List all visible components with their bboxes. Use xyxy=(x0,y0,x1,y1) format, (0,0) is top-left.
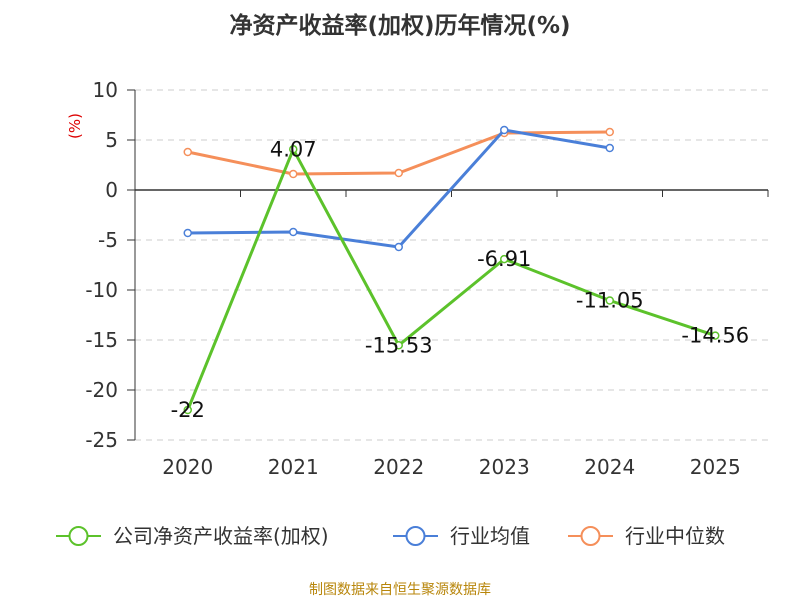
source-note: 制图数据来自恒生聚源数据库 xyxy=(309,582,491,598)
axes: 10 5 0 -5 -10 -15 -20 -25 2020 2021 2022 2023 2024 20… xyxy=(66,78,769,479)
x-tick-label: 2022 xyxy=(373,455,424,479)
data-label: -15.53 xyxy=(365,333,433,357)
legend-item: 行业中位数 xyxy=(568,524,725,548)
series-line xyxy=(186,147,716,411)
data-label: -11.05 xyxy=(576,289,644,313)
data-point xyxy=(711,331,720,340)
data-point xyxy=(289,169,298,179)
y-tick-label: -25 xyxy=(85,428,118,452)
y-tick-label: -20 xyxy=(85,378,118,402)
data-point xyxy=(605,296,614,305)
legend-label: 公司净资产收益率(加权) xyxy=(113,524,329,548)
data-point xyxy=(605,143,614,153)
legend-label: 行业中位数 xyxy=(625,524,725,548)
legend-marker xyxy=(68,526,89,546)
y-tick-label: -10 xyxy=(85,278,118,302)
x-tick-label: 2020 xyxy=(162,455,213,479)
legend-marker xyxy=(405,526,426,546)
y-tick-label: 10 xyxy=(93,78,118,102)
data-point xyxy=(183,228,192,238)
legend-item: 公司净资产收益率(加权) xyxy=(56,524,329,548)
gridlines xyxy=(135,89,768,441)
y-tick-label: -5 xyxy=(98,228,118,252)
series-lines xyxy=(183,125,720,415)
data-point xyxy=(394,242,403,252)
data-label: -6.91 xyxy=(477,247,531,271)
data-label: -14.56 xyxy=(681,324,749,348)
x-tick-label: 2024 xyxy=(584,455,635,479)
x-tick-label: 2025 xyxy=(690,455,741,479)
data-point xyxy=(500,125,509,135)
data-point xyxy=(500,254,509,264)
data-point xyxy=(605,127,614,137)
legend-marker xyxy=(580,526,601,546)
x-tick-label: 2023 xyxy=(479,455,530,479)
y-tick-label: 0 xyxy=(105,178,118,202)
chart-title: 净资产收益率(加权)历年情况(%) xyxy=(229,13,571,39)
data-label: 4.07 xyxy=(270,137,317,161)
legend-item: 行业均值 xyxy=(393,524,530,548)
legend-label: 行业均值 xyxy=(450,524,530,548)
data-point xyxy=(289,227,298,237)
x-tick-label: 2021 xyxy=(268,455,319,479)
data-label: -22 xyxy=(171,398,205,422)
y-axis-label: (%) xyxy=(66,113,84,139)
legend: 公司净资产收益率(加权) 行业均值 行业中位数 xyxy=(56,524,725,548)
data-point xyxy=(183,405,192,415)
series-line xyxy=(187,128,611,249)
data-labels: -22 4.07 -15.53 -6.91 -11.05 -14.56 xyxy=(171,137,750,422)
data-point xyxy=(394,341,403,350)
y-tick-label: 5 xyxy=(105,128,118,152)
data-point xyxy=(394,168,403,178)
data-point xyxy=(183,147,192,157)
y-tick-label: -15 xyxy=(85,328,118,352)
data-point xyxy=(289,145,298,154)
